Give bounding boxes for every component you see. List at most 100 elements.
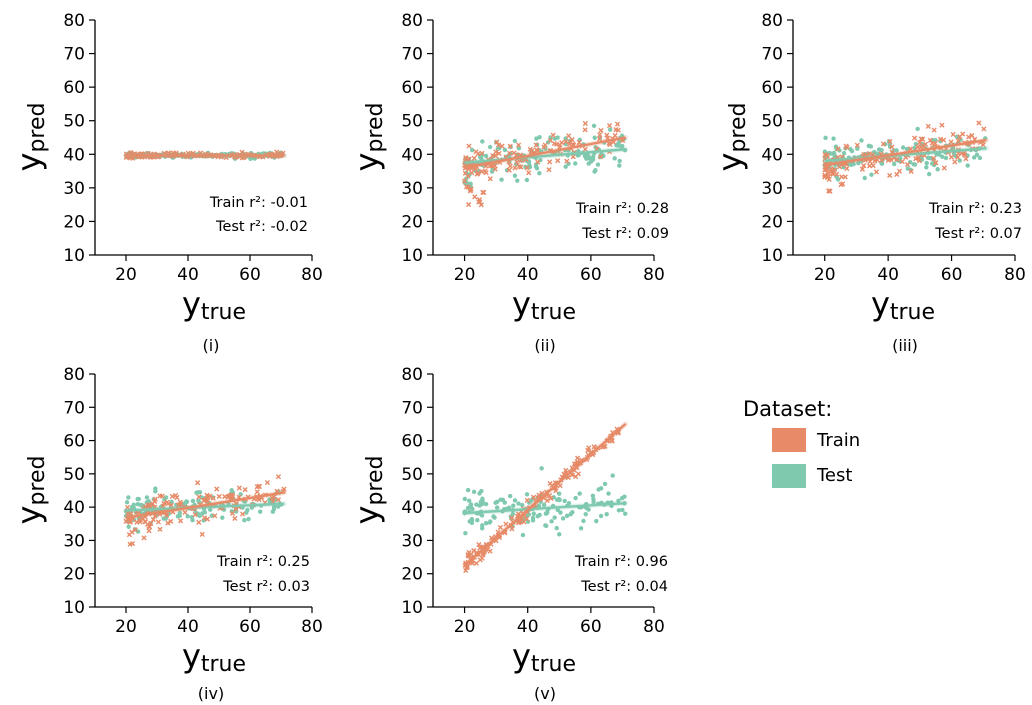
y-tick-label: 10 [401, 246, 423, 266]
train-point [169, 493, 175, 499]
train-point [966, 134, 972, 140]
test-point [926, 171, 932, 177]
test-point [483, 521, 489, 526]
train-fit-line [463, 423, 627, 567]
test-point [607, 127, 613, 132]
train-point [844, 165, 850, 172]
train-point [275, 497, 281, 503]
x-tick-label: 80 [301, 617, 323, 637]
train-point [174, 494, 180, 501]
train-point [216, 493, 222, 500]
test-point [474, 502, 479, 507]
train-point [493, 149, 499, 155]
test-point [190, 498, 196, 504]
test-point [585, 153, 591, 158]
y-tick-label: 60 [63, 78, 85, 98]
train-point [826, 176, 832, 182]
train-point [512, 165, 518, 171]
y-tick-label: 60 [401, 432, 423, 452]
x-tick-label: 80 [643, 617, 665, 637]
test-point [533, 164, 539, 169]
train-fit-line [464, 136, 626, 169]
train-point [574, 455, 581, 461]
train-point [506, 167, 512, 173]
test-point [465, 487, 471, 493]
test-point [492, 515, 497, 520]
test-point [974, 152, 980, 157]
train-point [531, 494, 537, 500]
train-point [524, 165, 530, 171]
y-tick-label: 70 [401, 398, 423, 418]
train-point [496, 150, 502, 157]
train-point [607, 141, 613, 148]
train-point [615, 127, 621, 133]
y-axis-label: ypred [10, 456, 50, 525]
test-point [617, 163, 622, 168]
test-point [242, 517, 247, 523]
panel-caption: (ii) [534, 336, 555, 355]
train-point [157, 493, 163, 499]
train-point [939, 122, 945, 128]
x-tick-label: 60 [239, 617, 261, 637]
legend: Dataset: Train Test [743, 397, 860, 488]
test-point [229, 488, 234, 493]
train-point [925, 123, 931, 129]
test-point [911, 162, 916, 167]
test-point [558, 510, 563, 515]
test-point [478, 154, 483, 160]
panel-caption: (iii) [892, 336, 918, 355]
train-point [889, 144, 895, 150]
test-point [153, 486, 158, 491]
x-axis-label-base: y [182, 637, 201, 675]
x-axis-label-base: y [512, 285, 531, 323]
train-point [912, 135, 918, 141]
test-point [537, 171, 542, 176]
regression-lines [462, 421, 629, 568]
y-axis-label-base: y [348, 506, 386, 525]
test-point [208, 507, 213, 512]
test-point [197, 490, 203, 495]
train-point [960, 131, 966, 137]
x-axis-label-base: y [182, 285, 201, 323]
train-point [548, 495, 554, 501]
train-point [839, 174, 845, 180]
y-axis-label-sub: pred [363, 103, 388, 153]
train-point [148, 520, 154, 526]
test-point [480, 139, 485, 144]
train-point [933, 160, 939, 166]
test-point [126, 495, 131, 500]
train-point [872, 158, 878, 164]
test-point [573, 161, 578, 166]
test-point [594, 518, 599, 524]
test-point [617, 158, 622, 164]
test-point [552, 515, 557, 520]
train-point [495, 142, 502, 148]
train-point [533, 142, 539, 148]
train-point [941, 165, 947, 171]
train-point [955, 154, 961, 160]
test-point [616, 498, 621, 503]
train-point [904, 161, 911, 168]
test-point [515, 178, 520, 183]
axes: 10 20 30 40 50 60 70 80 20 40 60 80 [401, 365, 664, 637]
panel-caption: (iv) [198, 684, 224, 703]
train-point [854, 142, 860, 148]
train-point [254, 489, 260, 495]
train-point [152, 513, 158, 519]
test-point [467, 519, 472, 524]
test-point [506, 505, 512, 510]
test-point [135, 496, 140, 502]
test-point [602, 481, 608, 487]
test-point [544, 523, 549, 529]
test-point [868, 144, 874, 149]
y-tick-label: 70 [401, 45, 423, 65]
train-point [165, 520, 171, 526]
train-point [281, 486, 287, 492]
test-point [483, 501, 489, 507]
train-point [570, 154, 576, 160]
test-point [498, 497, 503, 502]
test-point [937, 152, 942, 157]
train-point [840, 181, 846, 187]
train-point [927, 137, 933, 143]
train-point [232, 515, 238, 522]
